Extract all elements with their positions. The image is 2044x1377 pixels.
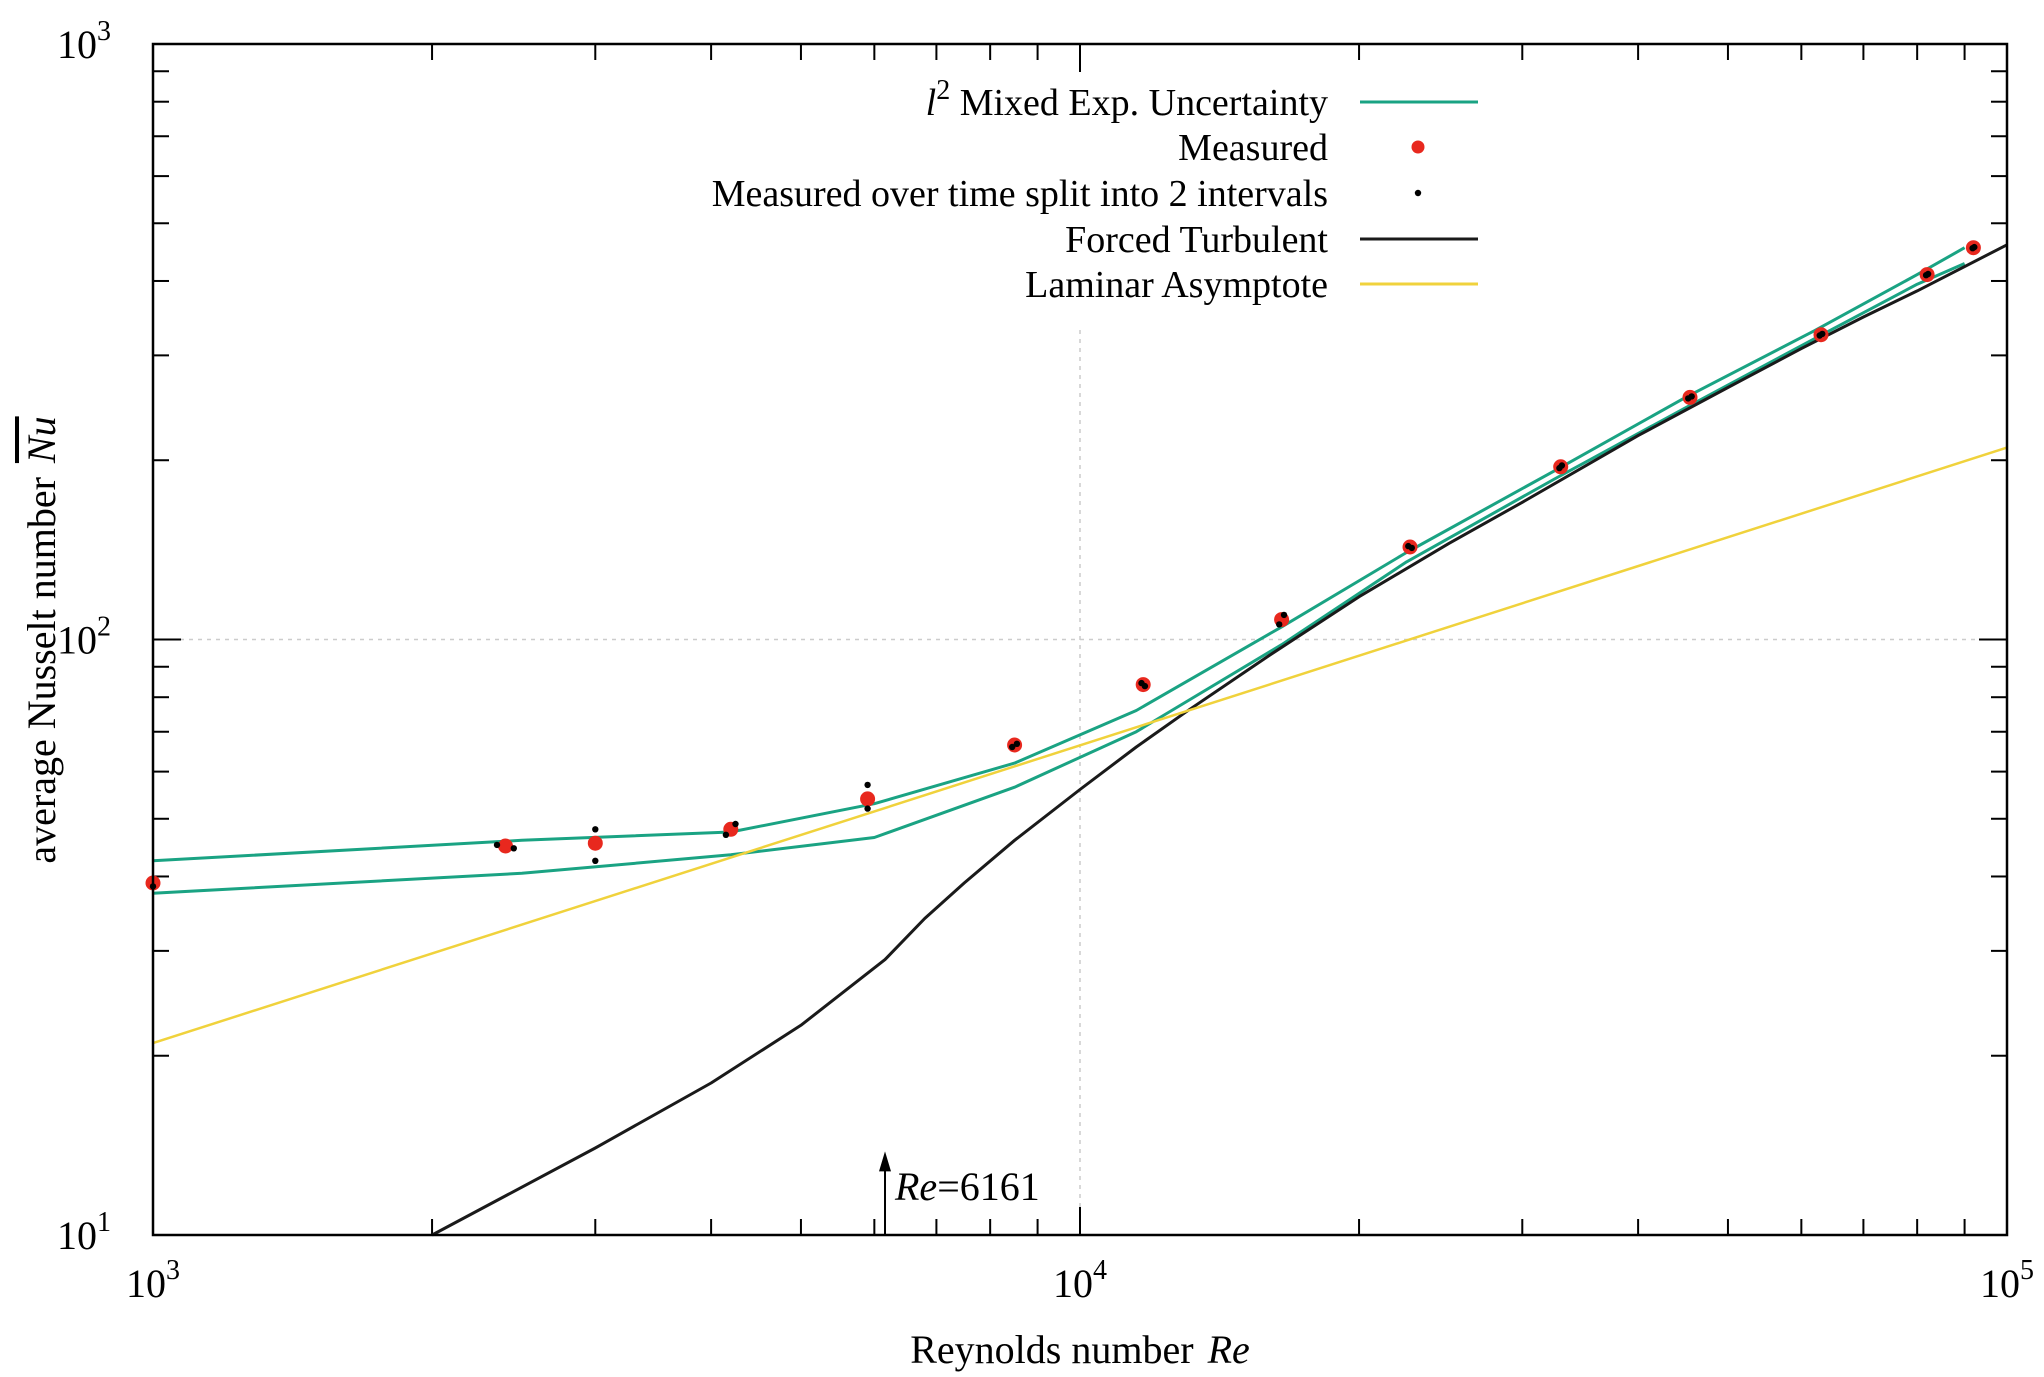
annotation: Re=6161 (879, 1151, 1040, 1235)
series-uncertainty-line-2 (152, 262, 1966, 895)
data-point (1558, 462, 1566, 469)
x-tick-label: 104 (1053, 1255, 1107, 1306)
y-axis-title-main: average Nusselt number (19, 477, 64, 864)
data-point (510, 845, 517, 852)
data-point (493, 841, 501, 849)
legend-label-4: Laminar Asymptote (1025, 264, 1328, 306)
data-point (864, 805, 871, 812)
y-tick-label: 102 (57, 612, 111, 663)
annotation-label: Re=6161 (894, 1164, 1040, 1209)
annotation-arrow-head (879, 1151, 892, 1172)
data-point (1013, 740, 1021, 747)
x-axis-title-main: Reynolds number (910, 1327, 1193, 1372)
data-point (1688, 393, 1695, 400)
data-point (1276, 621, 1283, 628)
data-point (1924, 270, 1932, 278)
y-axis-title: average Nusselt number Nu (19, 416, 64, 863)
legend: l2 Mixed Exp. UncertaintyMeasuredMeasure… (712, 75, 1478, 306)
data-point (587, 835, 603, 851)
data-point (498, 838, 513, 854)
data-point (1408, 544, 1416, 552)
x-tick-label: 103 (126, 1255, 180, 1306)
data-point (860, 791, 876, 807)
data-point (732, 820, 739, 828)
data-point (722, 831, 730, 838)
tick-labels: 103 104 105 101 102 103 (57, 16, 2034, 1306)
data-point (864, 781, 871, 789)
series-layer (152, 243, 2008, 1237)
x-axis-title: Reynolds number Re (910, 1327, 1250, 1372)
data-point (592, 826, 599, 833)
legend-label-1: Measured (1178, 127, 1328, 169)
legend-sample-point (1414, 189, 1422, 197)
y-axis-title-symbol: Nu (19, 416, 64, 464)
data-point (592, 857, 599, 864)
data-point (1009, 743, 1016, 751)
data-point (1971, 243, 1978, 251)
legend-sample-point (1411, 140, 1425, 154)
x-axis-title-symbol: Re (1207, 1327, 1250, 1372)
legend-label-2: Measured over time split into 2 interval… (712, 173, 1328, 215)
data-point (1141, 682, 1149, 690)
legend-label-3: Forced Turbulent (1065, 219, 1328, 261)
plot-frame (151, 42, 2009, 1237)
y-tick-label: 103 (57, 16, 111, 67)
legend-label-0: l2 Mixed Exp. Uncertainty (926, 75, 1328, 124)
y-tick-label: 101 (57, 1207, 111, 1258)
series-line-4 (152, 446, 2008, 1045)
x-tick-label: 105 (1980, 1255, 2034, 1306)
data-point (1280, 611, 1288, 619)
svg-text:average Nusselt numberNu: average Nusselt number Nu (19, 416, 64, 863)
grid-lines (153, 330, 2007, 1235)
data-point (1819, 330, 1826, 338)
